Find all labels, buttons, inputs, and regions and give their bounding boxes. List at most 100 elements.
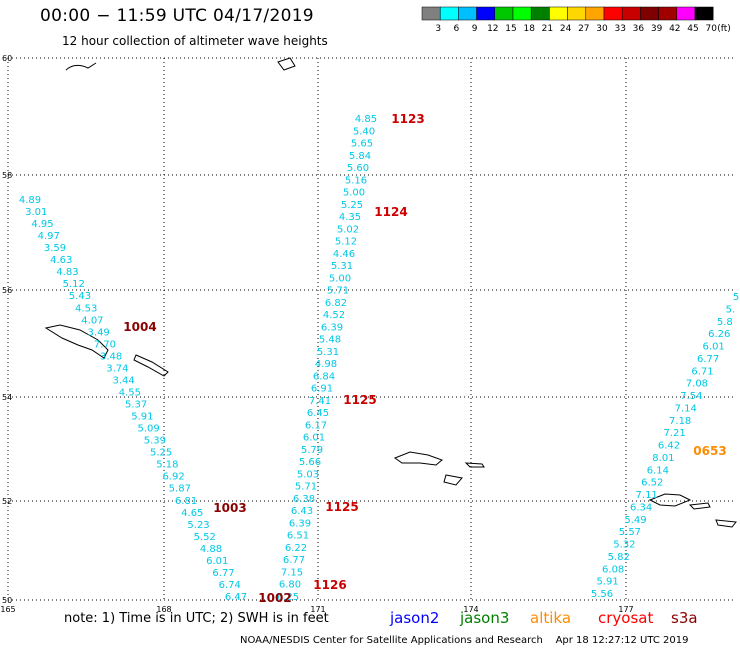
track-value: 5.71 (295, 482, 317, 493)
chart-title: 00:00 − 11:59 UTC 04/17/2019 (40, 6, 314, 26)
track-value: 4.97 (38, 231, 60, 242)
track-value: 5.57 (619, 527, 641, 538)
track-value: 4.83 (56, 267, 78, 278)
track-value: 6.77 (212, 568, 234, 579)
track-value: 5.52 (194, 532, 216, 543)
track-value: 3.44 (113, 375, 135, 386)
track-value: 6.74 (219, 580, 241, 591)
track-value: 3.74 (106, 363, 128, 374)
track-value: 4.52 (323, 310, 345, 321)
lon-tick-label: 168 (156, 605, 171, 614)
track-value: 5.56 (591, 589, 613, 600)
track-value: 6.77 (697, 354, 719, 365)
colorbar-tick-label: 70 (705, 24, 717, 34)
track-value: 6.81 (175, 496, 197, 507)
track-value: 6.92 (162, 472, 184, 483)
track-value: 5.82 (608, 552, 630, 563)
track-value: 4.65 (181, 508, 203, 519)
colorbar-tick-label: 18 (523, 24, 535, 34)
track-value: 6.38 (293, 494, 315, 505)
coastline (133, 354, 169, 377)
track-value: 4.55 (119, 387, 141, 398)
track-value: 5.02 (337, 224, 359, 235)
track-value: 5.84 (349, 151, 371, 162)
track-value: 6.39 (289, 518, 311, 529)
track-value: 3.59 (44, 243, 66, 254)
track-value: 4.07 (81, 315, 103, 326)
track-value: 3.49 (88, 327, 110, 338)
track-value: 4.63 (50, 255, 72, 266)
colorbar-tick-label: 9 (472, 24, 478, 34)
track-value: 4.95 (31, 219, 53, 230)
track-value: 6.91 (311, 384, 333, 395)
lat-tick-label: 54 (2, 393, 12, 402)
colorbar-unit: (ft) (717, 24, 731, 34)
track-value: 6.25 (277, 592, 299, 603)
legend-jason3: jason3 (460, 609, 510, 627)
track-value: 6.08 (602, 564, 624, 575)
track-value: 4.98 (315, 359, 337, 370)
track-value: 6.17 (305, 420, 327, 431)
colorbar-tick-label: 27 (578, 24, 589, 34)
track-value: 5.09 (137, 424, 159, 435)
track-value: 6.39 (321, 322, 343, 333)
coastline (65, 62, 97, 71)
colorbar-tick-label: 6 (454, 24, 460, 34)
track-value: 5.12 (63, 279, 85, 290)
track-value: 7.54 (680, 391, 702, 402)
credit-text: NOAA/NESDIS Center for Satellite Applica… (240, 635, 543, 646)
track-value: 5.18 (156, 460, 178, 471)
coastline (648, 493, 692, 507)
track-value: 6.01 (703, 342, 725, 353)
colorbar-tick-label: 15 (505, 24, 516, 34)
track-value: 7.15 (281, 567, 303, 578)
track-value: 5.91 (131, 412, 153, 423)
pass-time-label: 1125 (325, 500, 358, 514)
track-value: 5.43 (69, 291, 91, 302)
track-value: 5.03 (297, 469, 319, 480)
coastline (393, 451, 443, 466)
legend-s3a: s3a (671, 609, 698, 627)
legend-cryosat: cryosat (598, 609, 654, 627)
track-value: 5.49 (624, 515, 646, 526)
colorbar-tick-label: 12 (487, 24, 498, 34)
track-value: 5.32 (613, 540, 635, 551)
lon-tick-label: 171 (310, 605, 325, 614)
track-value: 7.70 (94, 339, 116, 350)
coastline (277, 57, 296, 71)
track-value: 6.22 (285, 543, 307, 554)
lat-tick-label: 60 (2, 54, 12, 63)
track-value: 5.31 (331, 261, 353, 272)
track-value: 7.11 (636, 490, 658, 501)
track-value: 5.39 (144, 436, 166, 447)
colorbar-tick-label: 24 (560, 24, 572, 34)
track-value: 6.42 (658, 441, 680, 452)
lat-tick-label: 56 (2, 286, 12, 295)
pass-time-label: 1123 (391, 112, 424, 126)
track-value: 5.16 (345, 175, 367, 186)
coastline (464, 462, 485, 468)
lat-tick-label: 50 (2, 596, 12, 605)
lon-tick-label: 177 (618, 605, 633, 614)
colorbar-tick-label: 21 (542, 24, 553, 34)
colorbar-tick-label: 45 (687, 24, 698, 34)
track-value: 5.79 (301, 445, 323, 456)
track-value: 5.87 (169, 484, 191, 495)
track-value: 4.46 (333, 249, 355, 260)
track-value: 6.84 (313, 371, 335, 382)
track-value: 6.43 (291, 506, 313, 517)
track-value: 5.12 (335, 237, 357, 248)
track-value: 5.37 (125, 400, 147, 411)
track-value: 5.66 (299, 457, 321, 468)
track-value: 5.91 (596, 577, 618, 588)
track-value: 6.14 (647, 465, 669, 476)
track-value: 4.88 (200, 544, 222, 555)
track-value: 6.77 (283, 555, 305, 566)
colorbar-tick-label: 42 (669, 24, 680, 34)
track-value: 4.35 (339, 212, 361, 223)
track-value: 6.52 (641, 478, 663, 489)
colorbar-tick-label: 30 (596, 24, 608, 34)
legend-jason2: jason2 (390, 609, 440, 627)
colorbar-tick-label: 39 (651, 24, 663, 34)
